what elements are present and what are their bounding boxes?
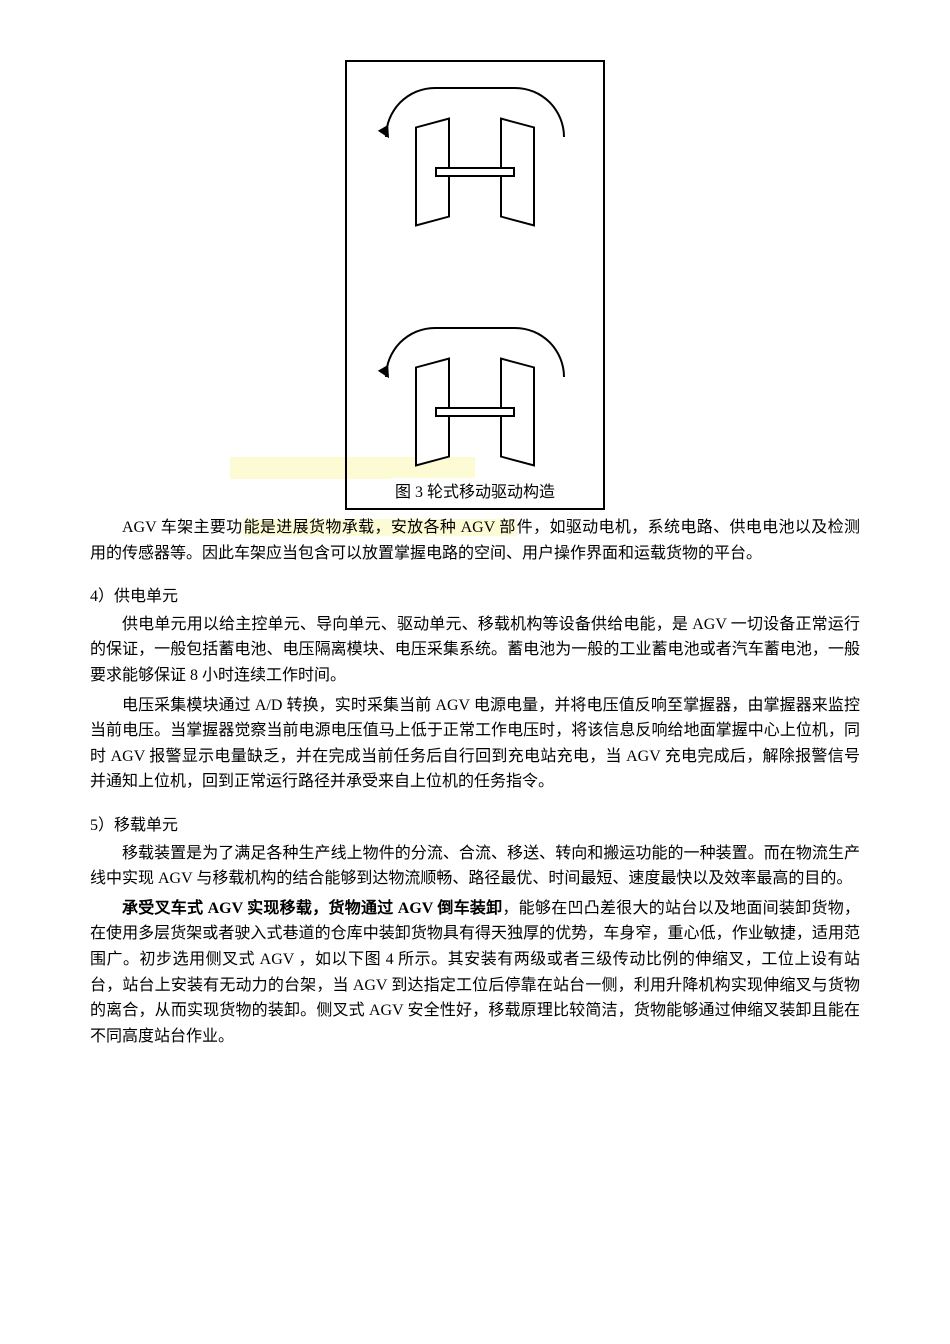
section-5-p2-bold: 承受叉车式 AGV 实现移载，货物通过 AGV 倒车装卸 [122, 900, 502, 917]
diagram-frame [345, 60, 605, 510]
section-4-title: 4）供电单元 [90, 584, 860, 610]
rotation-arc-bottom [385, 327, 565, 377]
section-4-p2: 电压采集模块通过 A/D 转换，实时采集当前 AGV 电源电量，并将电压值反响至… [90, 693, 860, 795]
section-4-p1: 供电单元用以给主控单元、导向单元、驱动单元、移载机构等设备供给电能，是 AGV … [90, 612, 860, 689]
rotation-arc-top [385, 87, 565, 137]
para1-highlighted: 能是进展货物承载，安放各种 AGV 部 [243, 519, 517, 536]
para1-prefix: AGV 车架主要功 [122, 519, 243, 536]
figure-caption: 图 3 轮式移动驱动构造 [391, 478, 559, 502]
section-5-p1: 移载装置是为了满足各种生产线上物件的分流、合流、移送、转向和搬运功能的一种装置。… [90, 841, 860, 892]
axle-bottom [435, 407, 515, 417]
paragraph-frame-intro: AGV 车架主要功能是进展货物承载，安放各种 AGV 部件，如驱动电机，系统电路… [90, 515, 860, 566]
section-5-p2: 承受叉车式 AGV 实现移载，货物通过 AGV 倒车装卸，能够在凹凸差很大的站台… [90, 896, 860, 1050]
axle-top [435, 167, 515, 177]
section-5-title: 5）移载单元 [90, 813, 860, 839]
section-5-p2-rest: ，能够在凹凸差很大的站台以及地面间装卸货物，在使用多层货架或者驶入式巷道的仓库中… [90, 900, 860, 1045]
diagram-figure-3: 图 3 轮式移动驱动构造 [285, 60, 665, 510]
